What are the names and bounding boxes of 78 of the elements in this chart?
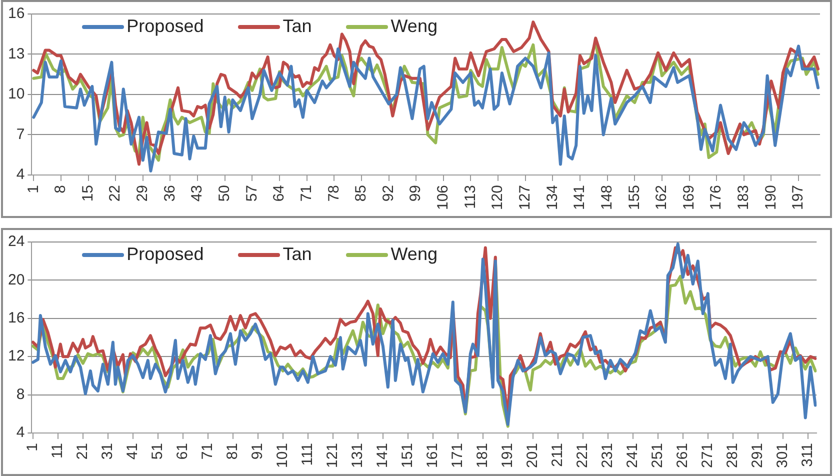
- x-tick-label: 211: [549, 442, 566, 467]
- y-tick-label: 13: [8, 45, 25, 62]
- y-tick-label: 20: [8, 271, 25, 288]
- x-tick-label: 99: [407, 184, 424, 202]
- x-tick-label: 190: [762, 184, 780, 210]
- x-tick-label: 1: [24, 184, 42, 194]
- x-tick-label: 161: [424, 442, 442, 468]
- x-tick-label: 78: [325, 184, 342, 202]
- x-tick-label: 231: [599, 442, 616, 468]
- x-tick-label: 176: [708, 184, 725, 210]
- x-tick-label: 22: [106, 184, 124, 202]
- x-tick-label: 41: [124, 442, 142, 460]
- x-tick-label: 271: [699, 442, 716, 468]
- y-tick-label: 8: [16, 386, 25, 403]
- y-tick-label: 12: [8, 348, 25, 365]
- x-tick-label: 57: [243, 184, 260, 202]
- x-tick-label: 113: [462, 184, 479, 209]
- x-tick-label: 191: [499, 442, 516, 468]
- x-tick-label: 21: [74, 442, 92, 460]
- x-tick-label: 134: [544, 184, 561, 210]
- x-tick-label: 85: [352, 184, 370, 202]
- y-tick-label: 10: [8, 86, 25, 103]
- x-tick-label: 8: [52, 184, 70, 194]
- legend-label: Proposed: [126, 16, 204, 37]
- x-tick-label: 291: [749, 442, 766, 468]
- x-tick-label: 101: [274, 442, 292, 468]
- x-tick-label: 91: [249, 442, 266, 460]
- x-tick-label: 11: [49, 442, 66, 459]
- x-tick-label: 31: [99, 442, 116, 460]
- x-tick-label: 71: [298, 184, 315, 202]
- x-tick-label: 121: [324, 442, 342, 468]
- x-tick-label: 171: [449, 442, 466, 468]
- y-tick-label: 4: [16, 424, 25, 442]
- x-tick-label: 251: [649, 442, 666, 468]
- x-tick-label: 162: [653, 184, 670, 210]
- x-tick-label: 183: [735, 184, 752, 210]
- x-tick-label: 71: [199, 442, 216, 460]
- x-tick-label: 50: [216, 184, 233, 202]
- x-tick-label: 197: [790, 184, 807, 210]
- x-tick-label: 131: [349, 442, 366, 468]
- x-tick-label: 169: [680, 184, 698, 210]
- x-tick-label: 36: [161, 184, 178, 202]
- x-tick-label: 201: [524, 442, 542, 468]
- x-tick-label: 29: [134, 184, 152, 202]
- x-tick-label: 15: [79, 184, 96, 202]
- x-tick-label: 51: [149, 442, 166, 460]
- x-tick-label: 61: [174, 442, 192, 460]
- x-tick-label: 311: [799, 442, 816, 467]
- y-tick-label: 4: [16, 166, 25, 184]
- legend-label: Proposed: [126, 244, 204, 265]
- y-tick-label: 16: [8, 310, 25, 327]
- x-tick-label: 1: [24, 442, 42, 452]
- legend-label: Weng: [390, 244, 438, 265]
- x-tick-label: 111: [299, 442, 316, 466]
- y-tick-label: 7: [16, 126, 25, 143]
- x-tick-label: 281: [724, 442, 742, 468]
- x-tick-label: 155: [626, 184, 643, 210]
- x-tick-label: 92: [380, 184, 397, 202]
- x-tick-label: 301: [774, 442, 792, 468]
- legend-label: Tan: [282, 16, 312, 37]
- y-tick-label: 16: [8, 5, 25, 22]
- legend-label: Weng: [390, 16, 438, 37]
- x-tick-label: 181: [474, 442, 492, 468]
- x-tick-label: 141: [374, 442, 392, 468]
- y-tick-label: 24: [8, 233, 25, 250]
- x-tick-label: 221: [574, 442, 592, 468]
- x-tick-label: 151: [399, 442, 416, 468]
- x-tick-label: 81: [224, 442, 242, 460]
- x-tick-label: 106: [434, 184, 452, 210]
- legend-label: Tan: [282, 244, 312, 265]
- x-tick-label: 43: [188, 184, 206, 202]
- x-tick-label: 127: [516, 184, 534, 210]
- x-tick-label: 148: [598, 184, 616, 210]
- x-tick-label: 241: [624, 442, 642, 468]
- x-tick-label: 64: [270, 184, 288, 202]
- x-tick-label: 141: [571, 184, 588, 210]
- x-tick-label: 261: [674, 442, 692, 468]
- x-tick-label: 120: [489, 184, 506, 210]
